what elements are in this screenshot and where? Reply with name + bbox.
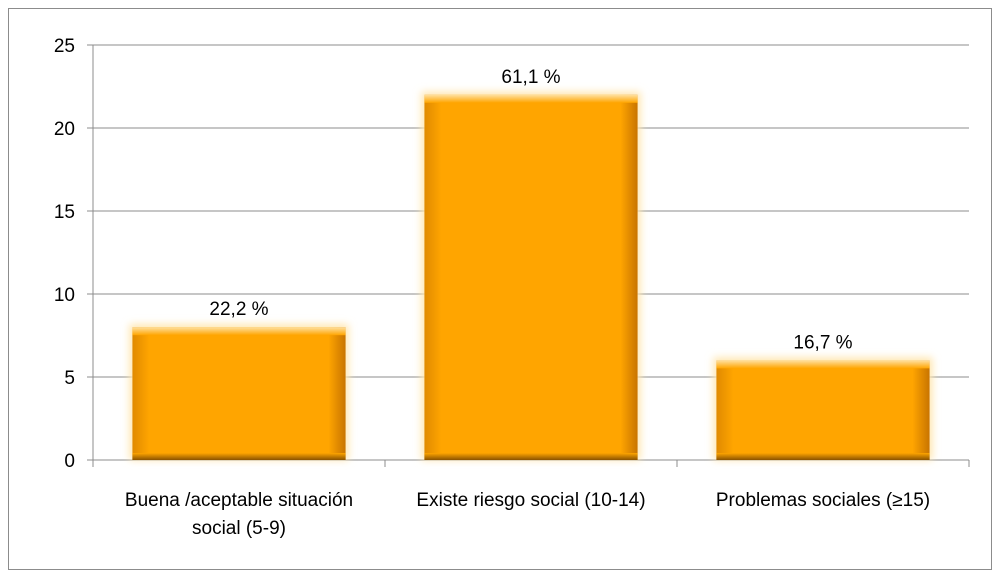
x-category-label: Buena /aceptable situación social (5-9) (125, 490, 353, 539)
y-tick-label: 5 (64, 368, 75, 389)
x-category-label: Existe riesgo social (10-14) (416, 490, 645, 511)
y-tick-label: 0 (64, 451, 75, 472)
bar-chart: 0 5 10 15 20 25 22,2 % Buena /aceptable situaci… (54, 36, 970, 539)
x-category-label: Problemas sociales (≥15) (716, 490, 930, 511)
data-label: 61,1 % (501, 67, 560, 88)
chart-frame: 0 5 10 15 20 25 22,2 % Buena /aceptable situaci… (8, 8, 992, 570)
data-label: 22,2 % (209, 299, 268, 320)
labels: 0 5 10 15 20 25 22,2 % Buena /aceptable situaci… (54, 36, 930, 539)
y-tick-label: 10 (54, 285, 75, 306)
y-tick-label: 25 (54, 36, 75, 57)
bar (129, 324, 349, 460)
y-tick-label: 15 (54, 202, 75, 223)
y-tick-label: 20 (54, 119, 75, 140)
data-label: 16,7 % (793, 332, 852, 353)
bars (129, 91, 933, 461)
bar (713, 357, 933, 460)
bar (421, 91, 641, 461)
